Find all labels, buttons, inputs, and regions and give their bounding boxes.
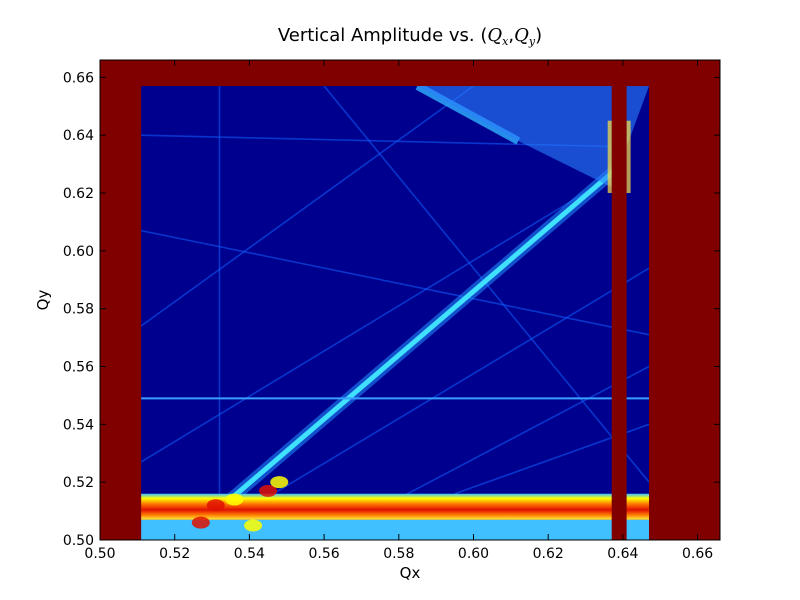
chart-title-sub-x: x [502,35,509,48]
upper-ridge-fan [417,86,650,188]
hot-spot-5 [244,519,263,532]
lost-band-left [100,60,142,540]
y-tick-label-3: 0.56 [63,360,94,376]
resonance-line-0 [221,167,618,508]
x-tick-label-1: 0.52 [159,546,190,562]
x-tick-label-7: 0.64 [607,546,638,562]
plot-frame [99,59,721,541]
chart-title-sub-y: y [528,35,536,48]
chart-title-close: ) [535,25,542,46]
x-tick-label-8: 0.66 [682,546,713,562]
x-tick-label-0: 0.50 [84,546,115,562]
hot-spot-2 [259,484,278,497]
faint-resonance-line-1 [140,85,474,327]
heatmap-plot-area [100,60,720,540]
chart-title-comma: , [508,25,514,46]
faint-resonance-line-3 [140,169,624,463]
y-tick-label-2: 0.54 [63,417,94,433]
x-axis: 0.50 0.52 0.54 0.56 0.58 0.60 0.62 0.64 0.66 [84,60,713,562]
chart-title-q2: Q [514,25,529,46]
faint-resonance-line-2 [248,267,650,509]
hot-spot-1 [225,493,244,506]
x-tick-label-4: 0.58 [383,546,414,562]
lost-band-vertical [611,86,627,540]
hot-spot-4 [191,516,210,529]
x-tick-label-5: 0.60 [458,546,489,562]
lost-band-top [100,60,720,87]
x-axis-label: Qx [400,564,421,582]
chart-title-q1: Q [487,25,502,46]
y-tick-label-8: 0.66 [63,70,94,86]
y-tick-label-5: 0.60 [63,244,94,260]
y-axis-label: Qy [34,290,52,311]
faint-resonance-line-5 [379,365,650,509]
faint-resonance-line-0 [140,229,650,336]
x-tick-label-3: 0.56 [309,546,340,562]
x-tick-label-6: 0.62 [533,546,564,562]
y-tick-label-7: 0.64 [63,128,94,144]
y-tick-label-6: 0.62 [63,186,94,202]
y-tick-label-4: 0.58 [63,302,94,318]
hot-spot-0 [206,499,225,512]
lower-cyan-region [141,519,650,540]
x-tick-label-2: 0.54 [234,546,265,562]
chart-title: Vertical Amplitude vs. (Qx,Qy) [278,25,542,48]
chart-title-text: Vertical Amplitude vs. ( [278,25,488,46]
hot-spot-3 [270,476,289,489]
y-axis: 0.50 0.52 0.54 0.56 0.58 0.60 0.62 0.64 0.66 [63,70,720,549]
y-tick-label-0: 0.50 [63,533,94,549]
y-tick-label-1: 0.52 [63,475,94,491]
lost-band-right [649,60,720,540]
